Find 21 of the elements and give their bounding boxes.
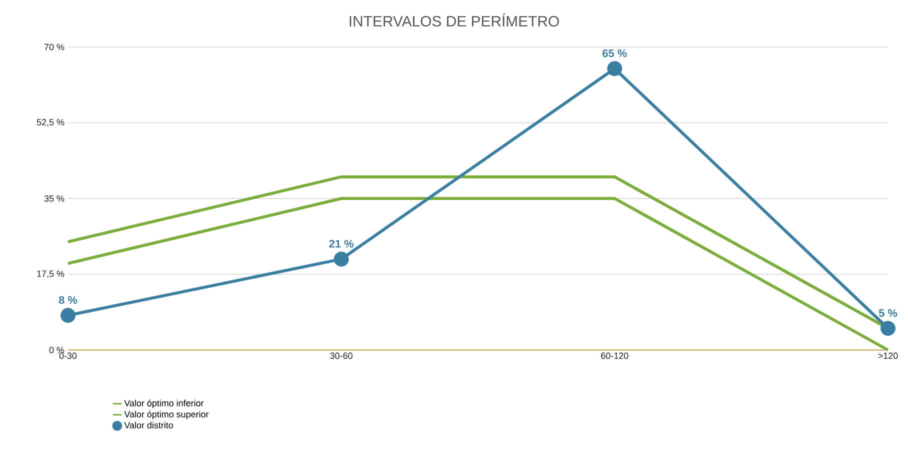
- data-label: 65 %: [602, 49, 627, 58]
- point: [880, 320, 896, 336]
- y-tick-label: 70 %: [44, 44, 64, 50]
- point: [607, 61, 622, 76]
- chart-title: INTERVALOS DE PERÍMETRO: [350, 13, 559, 27]
- x-tick-label: 30-60: [330, 352, 352, 359]
- legend-label: Valor distrito: [124, 422, 173, 428]
- data-label: 21 %: [329, 240, 354, 248]
- data-label: 8 %: [58, 296, 78, 304]
- x-tick-label: 0-30: [59, 352, 77, 359]
- point: [334, 252, 349, 267]
- y-tick-label: 17,5 %: [37, 270, 64, 278]
- point: [60, 308, 76, 323]
- legend-label: Valor óptimo superior: [124, 410, 209, 420]
- y-tick-label: 0 %: [49, 346, 64, 354]
- y-tick-label: 35 %: [44, 195, 64, 202]
- y-tick-label: 52,5 %: [36, 119, 64, 126]
- data-label: 5 %: [878, 309, 898, 317]
- legend-label: Valor óptimo inferior: [124, 400, 204, 408]
- x-tick-label: 60-120: [601, 352, 628, 359]
- x-tick-label: >120: [878, 352, 898, 359]
